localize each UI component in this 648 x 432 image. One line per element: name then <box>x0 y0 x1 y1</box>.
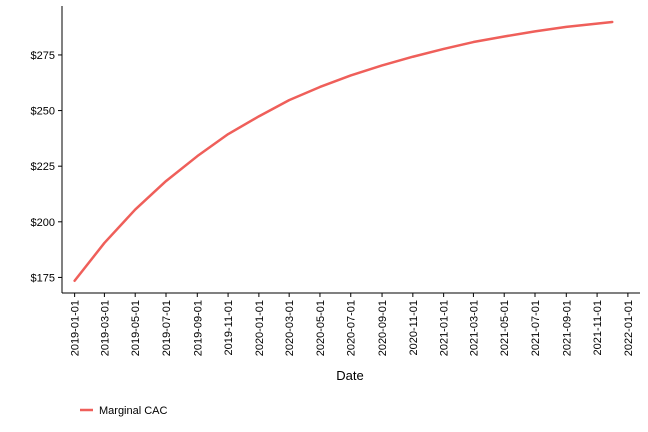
x-tick-label: 2019-05-01 <box>130 300 142 356</box>
plot-area <box>73 20 614 283</box>
x-tick-label: 2019-03-01 <box>99 300 111 356</box>
x-tick-label: 2020-11-01 <box>408 300 420 355</box>
x-tick-label: 2022-01-01 <box>623 300 635 356</box>
x-tick-label: 2020-05-01 <box>315 300 327 356</box>
x-axis-title: Date <box>336 368 363 383</box>
y-tick-label: $275 <box>31 50 55 62</box>
x-tick-label: 2019-09-01 <box>192 300 204 356</box>
y-tick-label: $250 <box>31 106 55 118</box>
y-tick-label: $225 <box>31 161 55 173</box>
x-tick-label: 2021-09-01 <box>561 300 573 356</box>
x-tick-label: 2021-03-01 <box>468 300 480 356</box>
y-tick-label: $200 <box>31 217 55 229</box>
x-tick-label: 2019-11-01 <box>223 300 235 355</box>
x-axis: 2019-01-01 2019-03-01 2019-05-01 2019-07-01… <box>62 292 640 356</box>
x-tick-label: 2021-11-01 <box>592 300 604 355</box>
legend: Marginal CAC <box>80 405 168 417</box>
x-tick-label: 2019-01-01 <box>70 300 82 356</box>
x-tick-label: 2020-03-01 <box>284 300 296 356</box>
x-tick-label: 2021-01-01 <box>439 300 451 356</box>
x-tick-label: 2021-07-01 <box>530 300 542 356</box>
x-tick-label: 2020-01-01 <box>254 300 266 356</box>
x-tick-label: 2019-07-01 <box>161 300 173 356</box>
series-line-marginal-cac <box>73 20 614 283</box>
x-tick-label: 2021-05-01 <box>499 300 511 356</box>
y-tick-label: $175 <box>31 272 55 284</box>
x-tick-label: 2020-07-01 <box>346 300 358 356</box>
x-tick-label: 2020-09-01 <box>377 300 389 356</box>
y-axis: $175 $200 $225 $250 $275 <box>31 6 63 293</box>
legend-label-marginal-cac: Marginal CAC <box>99 405 168 417</box>
